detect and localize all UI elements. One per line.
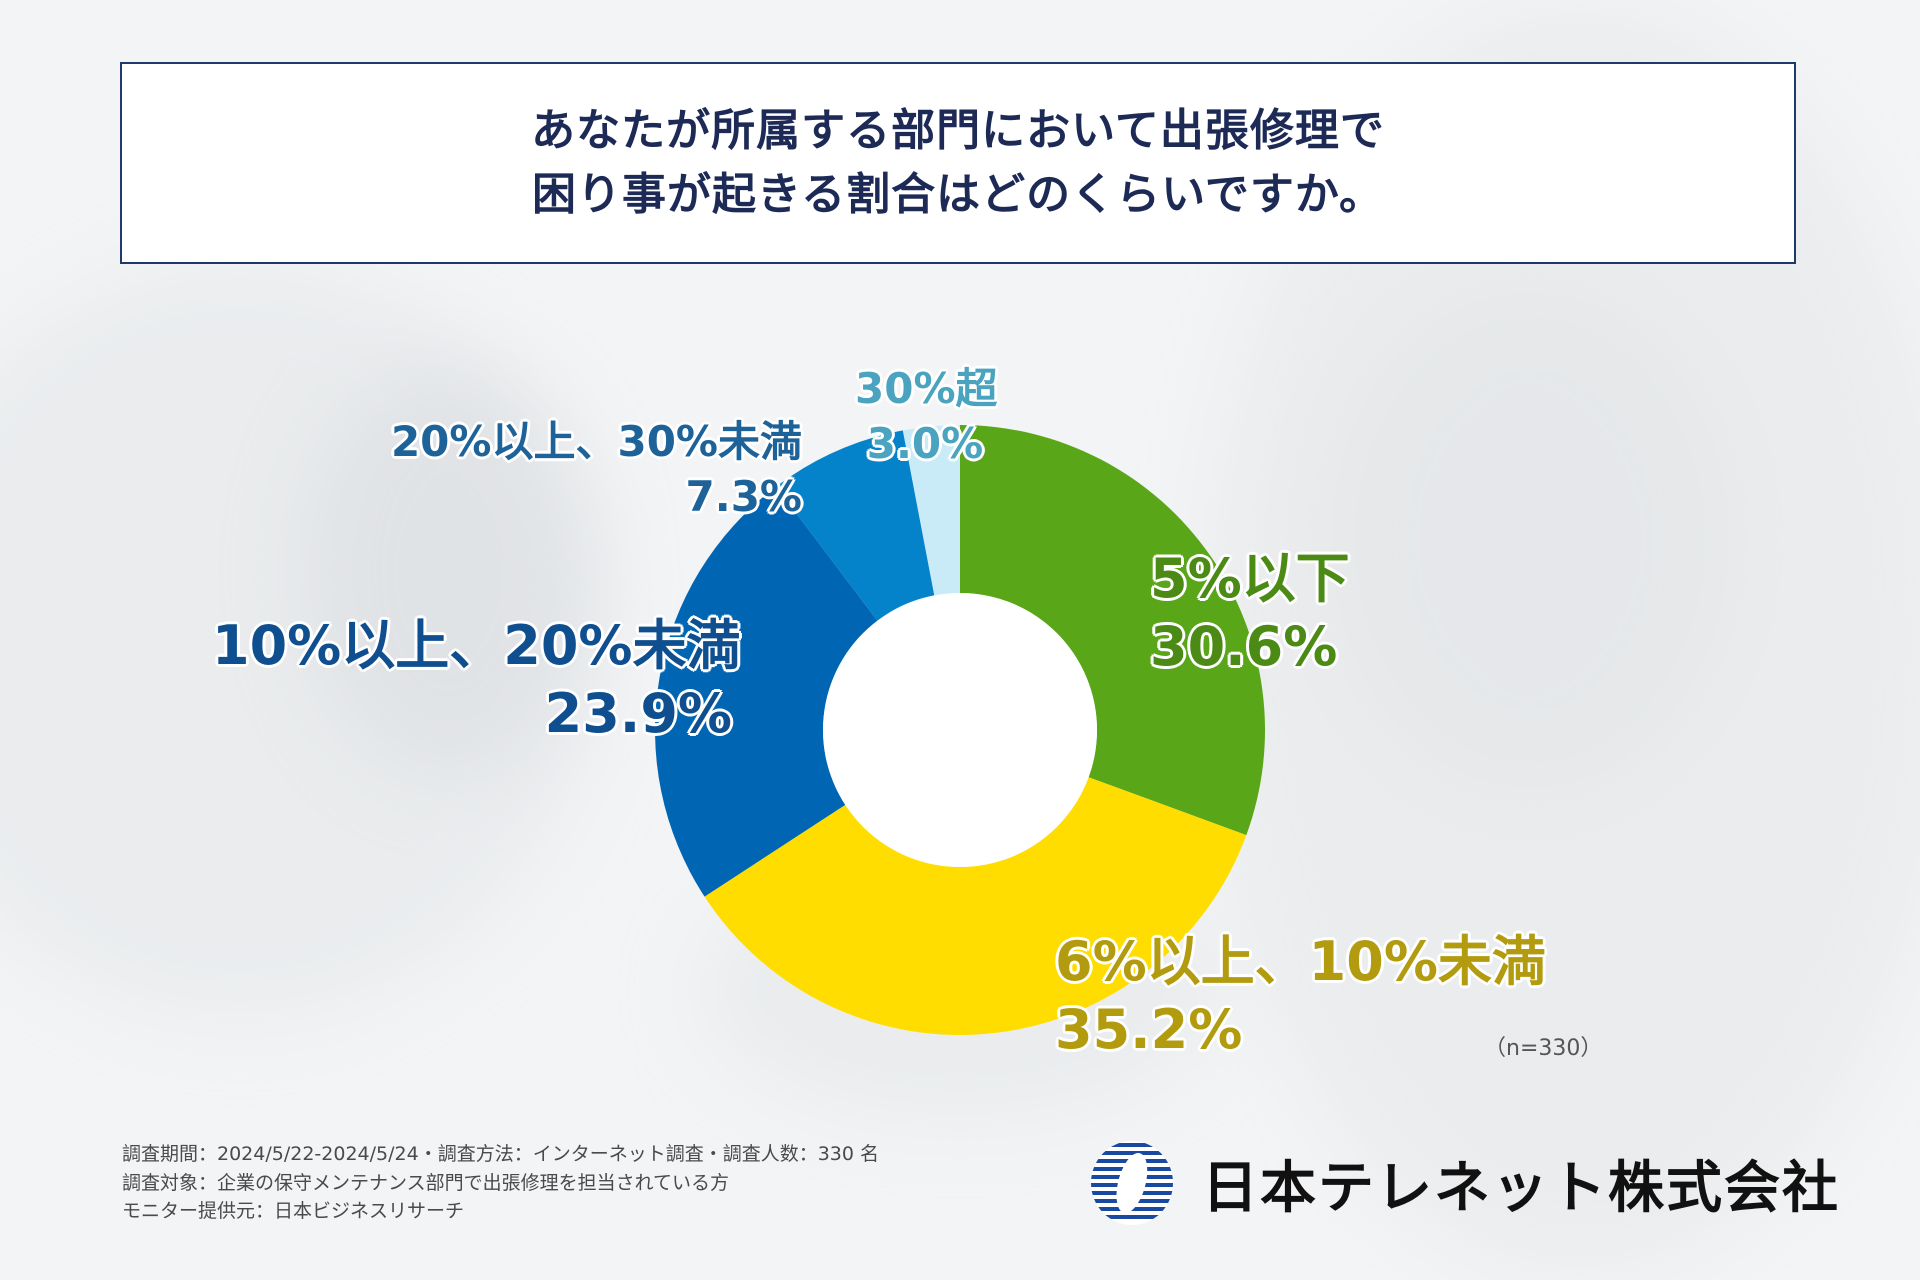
survey-period-line: 調査期間：2024/5/22-2024/5/24・調査方法：インターネット調査・… [122, 1143, 880, 1165]
donut-slice-3 [655, 486, 878, 897]
slice-value-label: 23.9% [544, 681, 732, 745]
slice-label-10-to-20-percent: 10%以上、20%未満 23.9% [212, 612, 741, 747]
donut-slice-5 [902, 425, 960, 596]
company-logo: 日本テレネット株式会社 [1090, 1140, 1840, 1226]
slice-label-20-to-30-percent: 20%以上、30%未満 7.3% [380, 415, 802, 524]
company-name: 日本テレネット株式会社 [1202, 1155, 1840, 1221]
survey-target-line: 調査対象：企業の保守メンテナンス部門で出張修理を担当されている方 [122, 1171, 730, 1194]
donut-slice-2 [704, 777, 1247, 1035]
monitor-provider-line: モニター提供元：日本ビジネスリサーチ [122, 1200, 465, 1222]
slice-label-6-to-10-percent: 6%以上、10%未満 35.2% [1055, 928, 1546, 1063]
slice-category-label: 30%超 [855, 364, 998, 413]
question-title-line-2: 困り事が起きる割合はどのくらいですか。 [532, 169, 1384, 220]
slice-value-label: 7.3% [685, 471, 802, 521]
question-title-box: あなたが所属する部門において出張修理で 困り事が起きる割合はどのくらいですか。 [120, 62, 1796, 264]
survey-footer: 調査期間：2024/5/22-2024/5/24・調査方法：インターネット調査・… [122, 1140, 879, 1226]
donut-center-hole [823, 593, 1097, 867]
question-title-line-1: あなたが所属する部門において出張修理で [531, 105, 1385, 157]
slice-label-over-30-percent: 30%超 3.0% [855, 362, 998, 471]
company-logo-mark-icon [1091, 1141, 1173, 1225]
sample-size-note: （n=330） [1484, 1036, 1603, 1061]
slice-value-label: 3.0% [866, 418, 984, 468]
slice-category-label: 6%以上、10%未満 [1055, 930, 1546, 993]
donut-slice-4 [776, 430, 935, 621]
slice-label-5-percent-or-less: 5%以下 30.6% [1150, 545, 1350, 680]
donut-slice-1 [960, 424, 1265, 836]
slice-category-label: 20%以上、30%未満 [390, 417, 802, 466]
slice-category-label: 5%以下 [1150, 547, 1350, 610]
slice-category-label: 10%以上、20%未満 [212, 614, 741, 677]
slice-value-label: 35.2% [1055, 997, 1243, 1061]
slice-value-label: 30.6% [1150, 614, 1338, 678]
